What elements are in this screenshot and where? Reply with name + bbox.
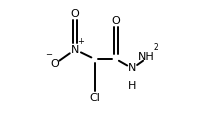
Text: O: O bbox=[111, 16, 120, 26]
Text: H: H bbox=[128, 81, 136, 91]
Text: N: N bbox=[128, 63, 136, 73]
Text: Cl: Cl bbox=[89, 93, 100, 103]
Text: O: O bbox=[51, 59, 59, 69]
Text: −: − bbox=[45, 50, 52, 59]
Text: 2: 2 bbox=[153, 43, 158, 52]
Text: N: N bbox=[71, 45, 79, 55]
Text: +: + bbox=[77, 37, 84, 46]
Text: O: O bbox=[71, 9, 79, 19]
Text: NH: NH bbox=[138, 52, 155, 62]
